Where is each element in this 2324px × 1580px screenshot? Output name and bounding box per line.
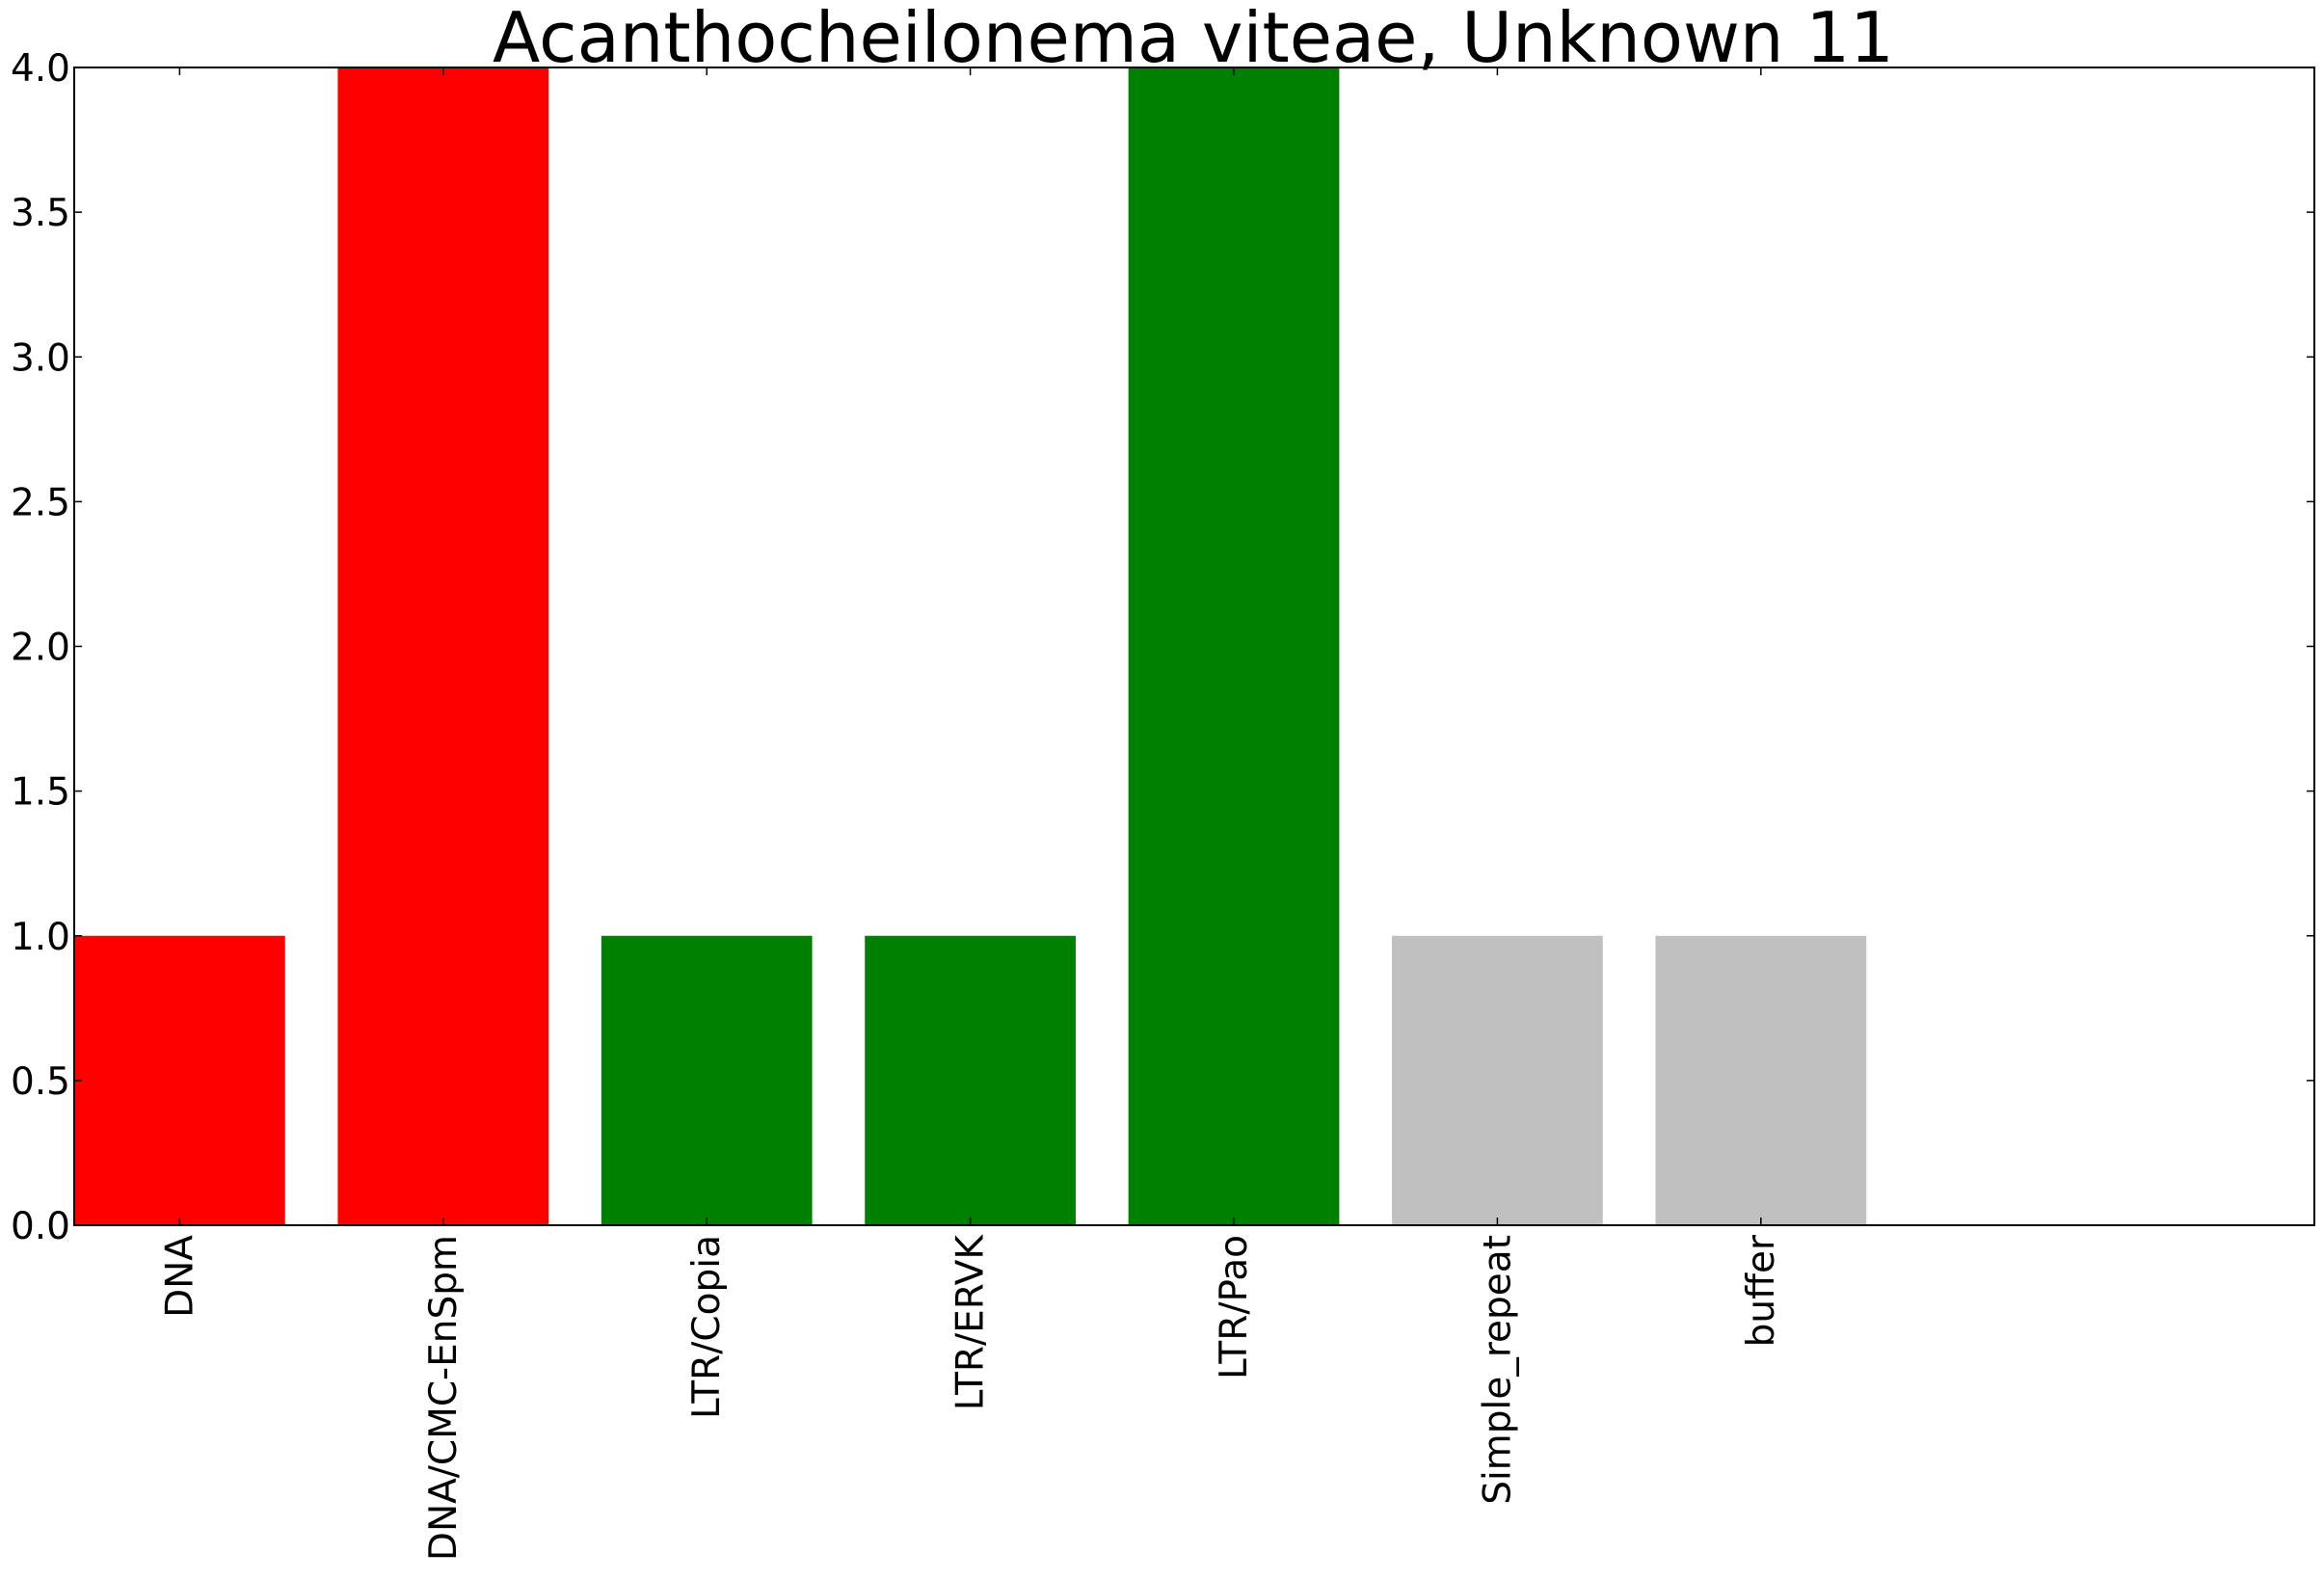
bar-4: [1128, 67, 1340, 1225]
x-tick-label: DNA: [158, 1235, 201, 1318]
y-tick-label: 0.0: [11, 1205, 70, 1248]
chart-title: Acanthocheilonema viteae, Unknown 11: [493, 0, 1894, 78]
bar-6: [1655, 935, 1867, 1225]
bar-5: [1392, 935, 1603, 1225]
y-tick-label: 1.0: [11, 916, 70, 959]
x-tick-label: buffer: [1740, 1234, 1783, 1347]
y-tick-label: 2.0: [11, 627, 70, 670]
x-tick-label: DNA/CMC-EnSpm: [422, 1235, 466, 1561]
y-tick-label: 3.0: [11, 336, 70, 380]
x-tick-label: Simple_repeat: [1476, 1235, 1519, 1505]
bar-1: [337, 67, 549, 1225]
x-tick-label: LTR/Pao: [1213, 1235, 1256, 1379]
plot-area-frame: [73, 67, 2315, 1226]
y-tick-label: 4.0: [11, 47, 70, 91]
y-tick-label: 2.5: [11, 481, 70, 524]
x-tick-label: LTR/Copia: [685, 1235, 729, 1419]
y-tick-label: 0.5: [11, 1060, 70, 1104]
labels-group: DNA DNA/CMC-EnSpm LTR/Copia LTR/ERVK LTR/Pao…: [11, 47, 1783, 1561]
y-tick-label: 1.5: [11, 771, 70, 815]
x-tick-label: LTR/ERVK: [949, 1234, 993, 1411]
ticks-group: [74, 67, 2314, 1226]
bar-3: [865, 935, 1076, 1225]
bar-0: [74, 935, 285, 1225]
y-tick-label: 3.5: [11, 192, 70, 235]
bars-group: [74, 67, 1867, 1225]
bar-2: [601, 935, 813, 1225]
